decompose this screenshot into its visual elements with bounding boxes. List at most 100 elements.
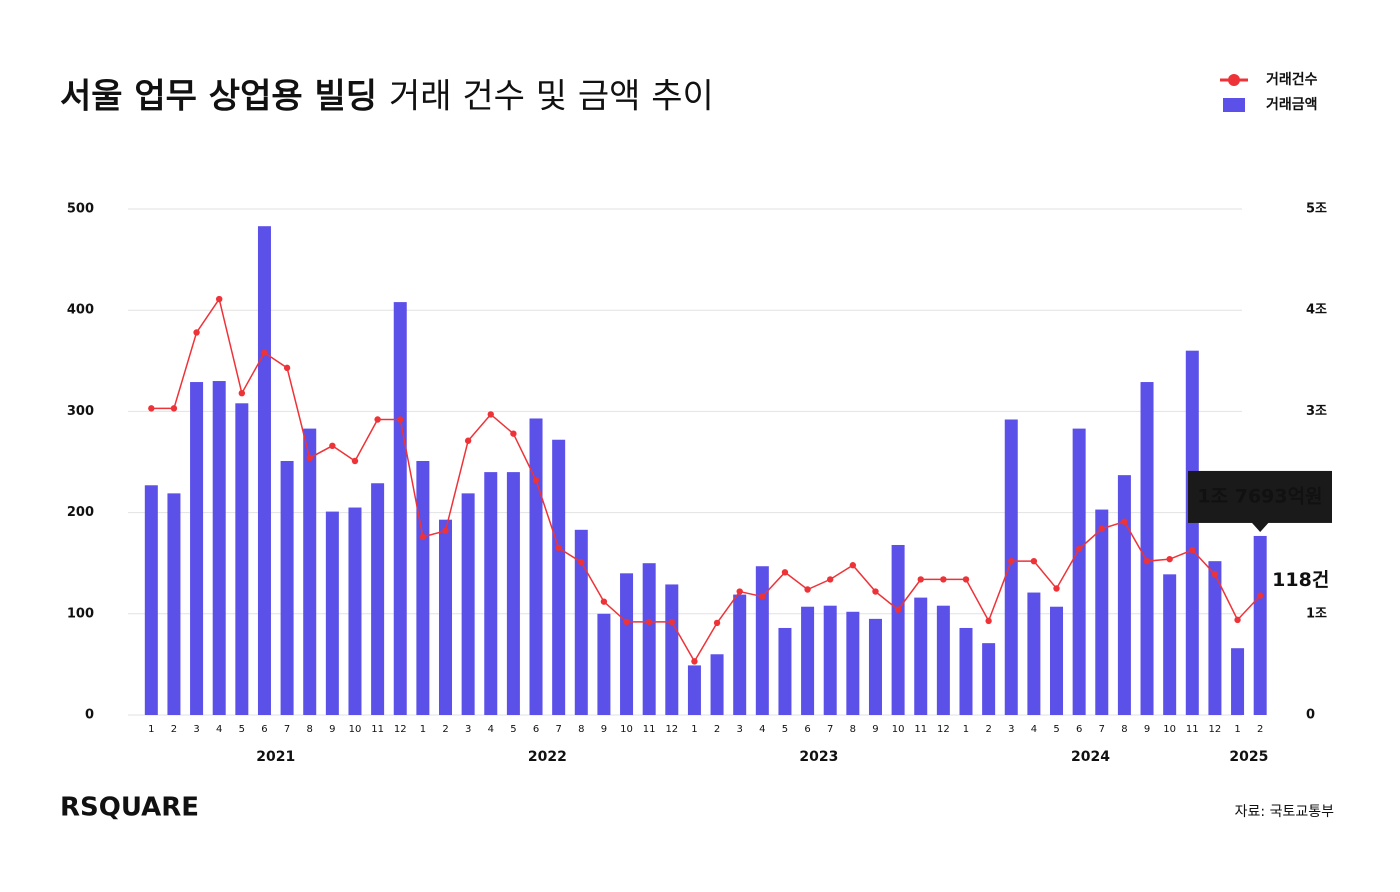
x-tick-label: 1 <box>963 724 969 735</box>
x-tick-label: 2 <box>171 724 177 735</box>
source: 자료: 국토교통부 <box>1235 804 1334 820</box>
line-point <box>464 437 472 444</box>
x-tick-label: 3 <box>465 724 471 735</box>
x-tick-label: 4 <box>216 724 222 735</box>
y2-tick-label: 1조 <box>1306 606 1327 621</box>
bar <box>687 665 701 715</box>
x-tick-label: 7 <box>555 724 561 735</box>
line-point <box>374 416 381 423</box>
line-point <box>261 349 268 356</box>
x-tick-label: 12 <box>937 724 950 735</box>
x-tick-label: 5 <box>782 724 788 735</box>
x-tick-label: 10 <box>349 724 362 735</box>
bar <box>1231 648 1245 715</box>
y2-tick-label: 0 <box>1306 708 1315 723</box>
x-tick-label: 7 <box>827 724 833 735</box>
x-tick-label: 7 <box>284 724 290 735</box>
line-point <box>1189 546 1196 554</box>
bar <box>144 485 158 715</box>
bar <box>1208 561 1222 715</box>
line-point <box>1098 525 1105 532</box>
bar <box>1027 592 1041 715</box>
x-tick-label: 12 <box>1209 724 1222 735</box>
x-tick-label: 12 <box>394 724 407 735</box>
line-point <box>917 576 924 583</box>
legend-marker <box>1223 98 1245 112</box>
bar <box>506 472 520 715</box>
year-label: 2022 <box>528 749 567 765</box>
bar <box>936 605 950 715</box>
chart-title-suffix: 거래 건수 및 금액 추이 <box>389 77 714 117</box>
bar <box>325 511 339 715</box>
x-tick-label: 6 <box>804 724 810 735</box>
bar <box>235 403 249 715</box>
x-tick-label: 1 <box>1234 724 1240 735</box>
y-tick-label: 200 <box>67 505 94 520</box>
line-point <box>487 411 494 418</box>
x-tick-label: 9 <box>601 724 607 735</box>
line-point <box>148 405 155 412</box>
x-tick-label: 9 <box>329 724 335 735</box>
bar <box>1253 535 1267 715</box>
x-tick-label: 3 <box>737 724 743 735</box>
bar <box>461 493 475 715</box>
line-point <box>691 658 698 665</box>
line-point <box>1075 545 1083 553</box>
bar <box>642 563 656 715</box>
bar <box>190 382 204 715</box>
x-tick-label: 8 <box>1121 724 1127 735</box>
y2-tick-label: 3조 <box>1306 404 1327 419</box>
x-tick-label: 1 <box>148 724 154 735</box>
y-tick-label: 400 <box>67 303 94 318</box>
line-point <box>216 295 223 303</box>
line-point <box>532 477 540 484</box>
bar <box>439 519 453 715</box>
bar <box>1095 509 1109 715</box>
y-tick-label: 500 <box>67 202 94 217</box>
bar <box>755 566 769 715</box>
x-tick-label: 2 <box>442 724 448 735</box>
x-tick-label: 11 <box>643 724 656 735</box>
line-point <box>894 606 902 613</box>
bar <box>280 460 294 715</box>
line-point <box>419 533 427 541</box>
line-point <box>985 617 992 625</box>
line-point <box>713 619 721 627</box>
x-tick-label: 7 <box>1099 724 1105 735</box>
bar <box>529 418 543 715</box>
year-label: 2024 <box>1071 749 1110 765</box>
line-point <box>1256 592 1264 599</box>
x-tick-label: 8 <box>307 724 313 735</box>
x-tick-label: 8 <box>850 724 856 735</box>
x-tick-label: 4 <box>759 724 765 735</box>
bar <box>733 594 747 715</box>
bar <box>982 643 996 715</box>
line-point <box>1121 518 1128 525</box>
y2-tick-label: 4조 <box>1306 303 1327 318</box>
x-tick-label: 5 <box>239 724 245 735</box>
bar <box>1163 574 1177 715</box>
bar <box>348 507 362 715</box>
line-point <box>1234 616 1241 624</box>
x-tick-label: 2 <box>1257 724 1263 735</box>
bar <box>257 226 271 716</box>
line-point <box>397 416 404 423</box>
logo: RSQUARE <box>60 793 199 823</box>
line-point <box>170 405 178 412</box>
bar <box>823 605 837 715</box>
x-tick-label: 12 <box>665 724 678 735</box>
line-point <box>1030 557 1038 565</box>
line-point <box>1008 557 1015 565</box>
chart-title: 서울 업무 상업용 빌딩 <box>60 77 377 117</box>
year-label: 2025 <box>1229 749 1268 765</box>
bar <box>868 618 882 715</box>
bar <box>778 627 792 715</box>
x-tick-label: 5 <box>510 724 516 735</box>
line-point <box>781 569 789 576</box>
bar <box>1185 350 1199 715</box>
line-point <box>351 457 359 465</box>
x-tick-label: 8 <box>578 724 584 735</box>
bar <box>212 381 226 715</box>
x-tick-label: 3 <box>193 724 199 735</box>
line-point <box>1143 557 1151 565</box>
